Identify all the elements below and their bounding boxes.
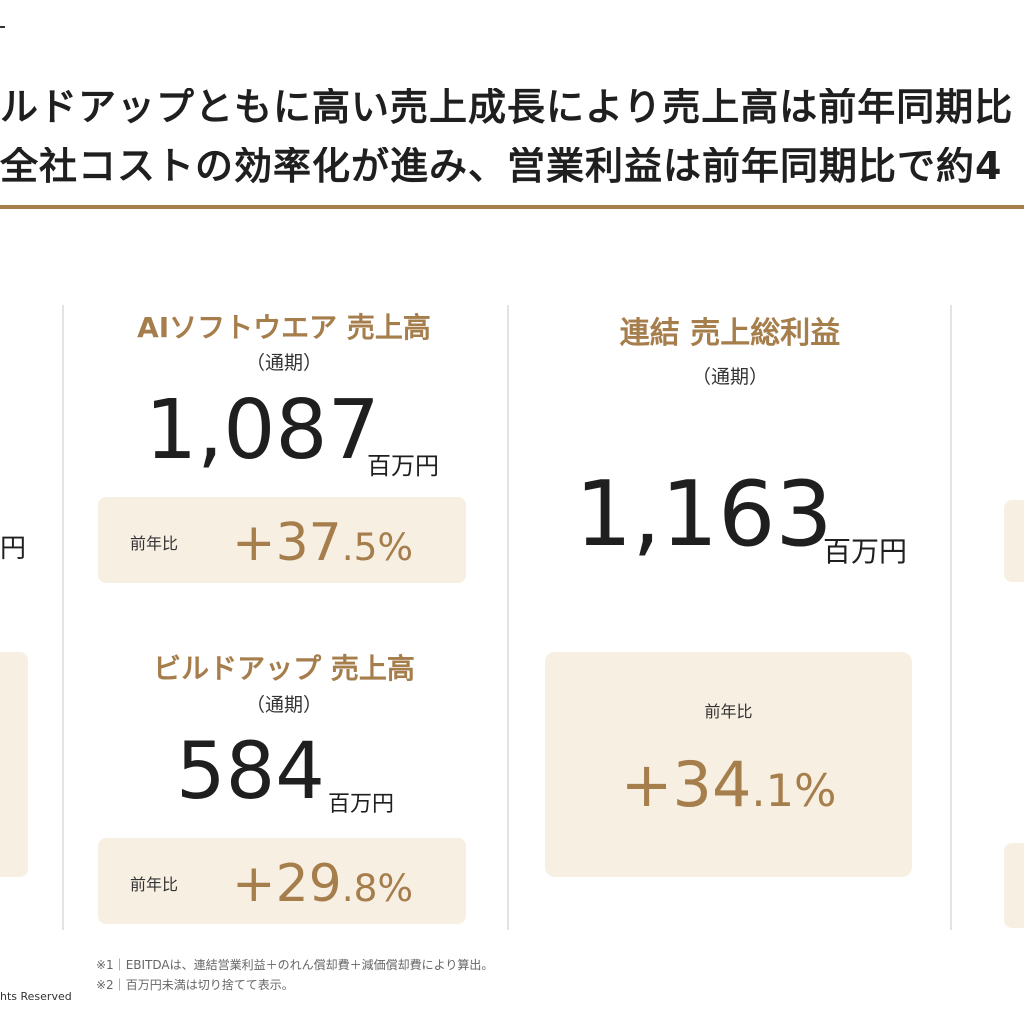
ai-software-unit: 百万円 [367,452,439,480]
gross-profit-yoy-value: +34.1% [620,748,837,821]
headline-line-1: ルドアップともに高い売上成長により売上高は前年同期比 [0,88,1014,126]
ai-software-title: AIソフトウエア 売上高 [137,311,431,344]
gross-profit-yoy-label: 前年比 [704,702,753,721]
gross-profit-period: （通期） [691,366,768,388]
footnote-2: ※2｜百万円未満は切り捨てて表示。 [96,978,294,992]
right-partial-box-1 [1004,500,1024,582]
buildup-value: 584 [176,727,325,817]
footnote-1: ※1｜EBITDAは、連結営業利益＋のれん償却費＋減価償却費により算出。 [96,958,494,972]
edge-mark [0,26,5,28]
gross-profit-yoy-box: 前年比 +34.1% [545,652,912,877]
buildup-yoy-value: +29.8% [232,854,414,914]
left-partial-box [0,652,28,877]
buildup-period: （通期） [245,694,322,716]
ai-software-yoy-value: +37.5% [232,513,414,573]
buildup-yoy-label: 前年比 [130,875,179,894]
headline-line-2: 全社コストの効率化が進み、営業利益は前年同期比で約4 [0,147,1003,185]
ai-software-yoy-box: 前年比 +37.5% [98,497,466,583]
left-partial-unit: 円 [0,534,27,564]
ai-software-value: 1,087 [145,383,380,478]
buildup-yoy-box: 前年比 +29.8% [98,838,466,924]
buildup-unit: 百万円 [328,792,395,817]
header-divider [0,205,1024,209]
column-divider-2 [507,305,509,930]
gross-profit-unit: 百万円 [823,535,908,568]
column-divider-1 [62,305,64,930]
copyright-text: hts Reserved [0,990,72,1003]
buildup-title: ビルドアップ 売上高 [153,652,415,685]
ai-software-period: （通期） [245,352,322,374]
right-partial-box-2 [1004,843,1024,928]
gross-profit-title: 連結 売上総利益 [619,316,841,351]
column-divider-3 [950,305,952,930]
gross-profit-value: 1,163 [575,462,833,567]
ai-software-yoy-label: 前年比 [130,534,179,553]
